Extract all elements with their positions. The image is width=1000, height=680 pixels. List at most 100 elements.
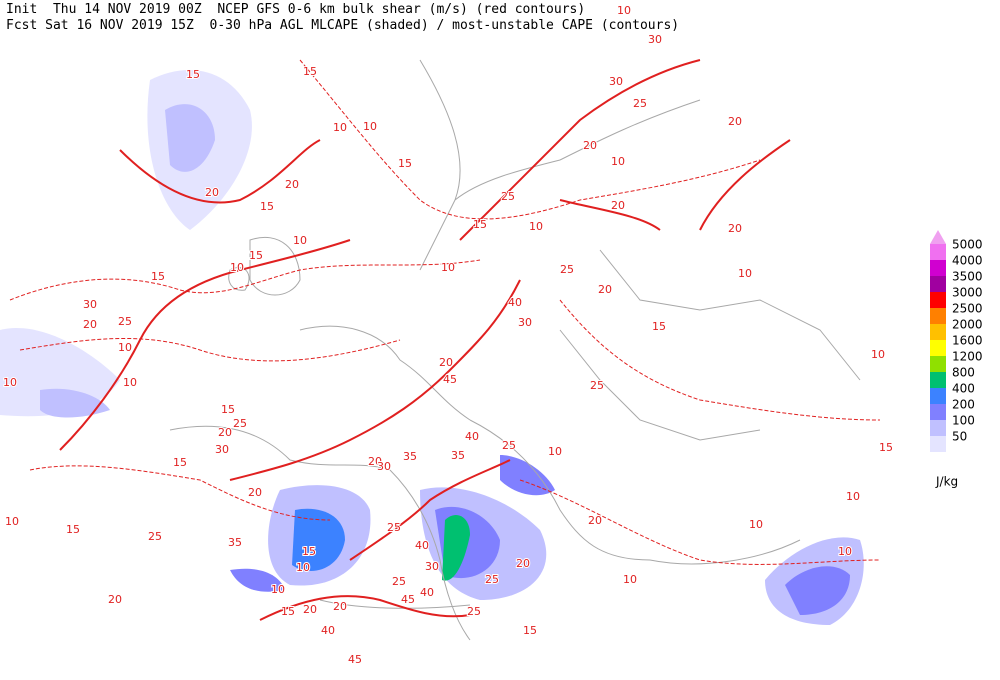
legend-unit: J/kg	[935, 475, 958, 489]
contour-label: 30	[518, 316, 532, 329]
contour-label: 15	[260, 200, 274, 213]
contour-label: 10	[529, 220, 543, 233]
legend-label: 3500	[952, 270, 983, 284]
contour-label: 45	[443, 373, 457, 386]
contour-label: 10	[118, 341, 132, 354]
contour-label: 40	[415, 539, 429, 552]
contour-label: 20	[516, 557, 530, 570]
contour-label: 30	[377, 460, 391, 473]
contour-label: 25	[233, 417, 247, 430]
contour-label: 15	[398, 157, 412, 170]
legend-swatch	[930, 324, 946, 340]
contour-label: 10	[738, 267, 752, 280]
contour-label: 40	[465, 430, 479, 443]
contour-label: 15	[303, 65, 317, 78]
legend: 5000 4000 3500 3000 2500 2000 1600 1200 800 400 20…	[930, 230, 983, 489]
contour-label: 15	[879, 441, 893, 454]
legend-label: 2000	[952, 318, 983, 332]
legend-label: 100	[952, 414, 975, 428]
contour-label: 30	[609, 75, 623, 88]
legend-label: 1200	[952, 350, 983, 364]
contour-label: 25	[590, 379, 604, 392]
coastlines	[169, 59, 861, 641]
shear-contours	[9, 59, 881, 621]
contour-label: 45	[401, 593, 415, 606]
contour-label: 25	[392, 575, 406, 588]
contour-label: 15	[151, 270, 165, 283]
legend-label: 4000	[952, 254, 983, 268]
header-line-2: Fcst Sat 16 NOV 2019 15Z 0-30 hPa AGL ML…	[6, 18, 679, 33]
contour-label: 10	[871, 348, 885, 361]
contour-label: 30	[648, 33, 662, 46]
contour-label: 35	[228, 536, 242, 549]
contour-label: 20	[83, 318, 97, 331]
contour-label: 10	[838, 545, 852, 558]
contour-label: 20	[588, 514, 602, 527]
legend-swatch	[930, 292, 946, 308]
legend-label: 400	[952, 382, 975, 396]
legend-label: 200	[952, 398, 975, 412]
contour-label: 10	[3, 376, 17, 389]
cape-shading	[0, 70, 864, 625]
contour-label: 10	[749, 518, 763, 531]
contour-label: 15	[66, 523, 80, 536]
contour-label: 20	[218, 426, 232, 439]
contour-label: 20	[611, 199, 625, 212]
contour-label: 15	[249, 249, 263, 262]
contour-label: 25	[118, 315, 132, 328]
legend-arrow	[930, 230, 946, 244]
contour-label: 10	[5, 515, 19, 528]
contour-label: 20	[108, 593, 122, 606]
header-line-1: Init Thu 14 NOV 2019 00Z NCEP GFS 0-6 km…	[6, 2, 585, 17]
contour-label: 25	[485, 573, 499, 586]
contour-label: 25	[467, 605, 481, 618]
contour-label: 20	[248, 486, 262, 499]
contour-label: 25	[502, 439, 516, 452]
legend-swatch	[930, 308, 946, 324]
contour-label: 15	[173, 456, 187, 469]
contour-label: 40	[508, 296, 522, 309]
contour-label: 25	[633, 97, 647, 110]
contour-label: 10	[271, 583, 285, 596]
contour-label: 15	[221, 403, 235, 416]
contour-label: 10	[548, 445, 562, 458]
contour-label: 20	[303, 603, 317, 616]
legend-label: 1600	[952, 334, 983, 348]
contour-label: 15	[523, 624, 537, 637]
contour-label: 25	[501, 190, 515, 203]
contour-label: 20	[205, 186, 219, 199]
contour-label: 15	[473, 218, 487, 231]
contour-label: 20	[583, 139, 597, 152]
contour-label: 10	[846, 490, 860, 503]
contour-label: 20	[598, 283, 612, 296]
contour-label: 20	[368, 455, 382, 468]
contour-label: 10	[293, 234, 307, 247]
contour-label: 35	[403, 450, 417, 463]
contour-label: 15	[302, 545, 316, 558]
legend-swatch	[930, 388, 946, 404]
contour-label: 15	[652, 320, 666, 333]
legend-swatch	[930, 276, 946, 292]
legend-label: 2500	[952, 302, 983, 316]
contour-label: 35	[451, 449, 465, 462]
contour-label: 15	[281, 605, 295, 618]
contour-label: 10	[617, 4, 631, 17]
contour-label: 10	[611, 155, 625, 168]
legend-label: 3000	[952, 286, 983, 300]
contour-label: 20	[728, 115, 742, 128]
legend-label: 50	[952, 430, 967, 444]
legend-swatch	[930, 340, 946, 356]
contour-label: 20	[728, 222, 742, 235]
contour-label: 10	[441, 261, 455, 274]
contour-label: 20	[333, 600, 347, 613]
contour-label: 10	[363, 120, 377, 133]
contour-label: 10	[296, 561, 310, 574]
contour-label: 10	[230, 261, 244, 274]
legend-label: 800	[952, 366, 975, 380]
legend-swatch	[930, 436, 946, 452]
contour-label: 10	[123, 376, 137, 389]
legend-label: 5000	[952, 238, 983, 252]
